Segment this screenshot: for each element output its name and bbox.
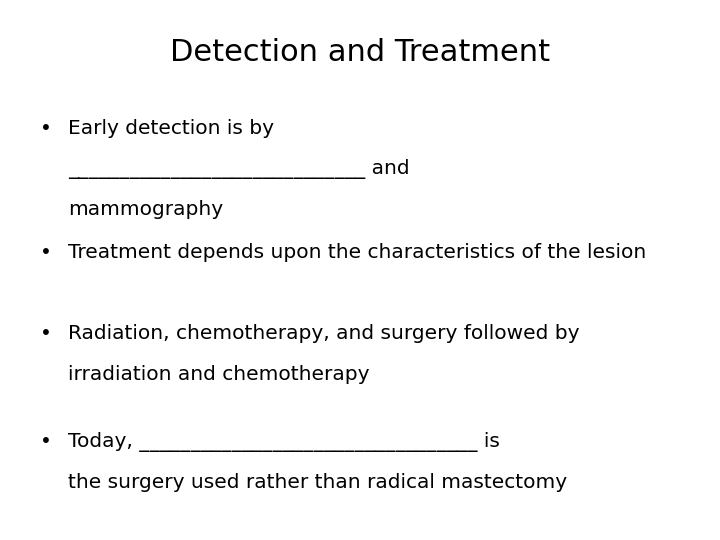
Text: Early detection is by: Early detection is by <box>68 119 274 138</box>
Text: Treatment depends upon the characteristics of the lesion: Treatment depends upon the characteristi… <box>68 243 647 262</box>
Text: irradiation and chemotherapy: irradiation and chemotherapy <box>68 364 370 383</box>
Text: Radiation, chemotherapy, and surgery followed by: Radiation, chemotherapy, and surgery fol… <box>68 324 580 343</box>
Text: Today, _________________________________ is: Today, _________________________________… <box>68 432 500 452</box>
Text: •: • <box>40 432 51 451</box>
Text: •: • <box>40 119 51 138</box>
Text: mammography: mammography <box>68 200 223 219</box>
Text: _____________________________ and: _____________________________ and <box>68 159 410 179</box>
Text: •: • <box>40 324 51 343</box>
Text: the surgery used rather than radical mastectomy: the surgery used rather than radical mas… <box>68 472 567 491</box>
Text: •: • <box>40 243 51 262</box>
Text: Detection and Treatment: Detection and Treatment <box>170 38 550 67</box>
